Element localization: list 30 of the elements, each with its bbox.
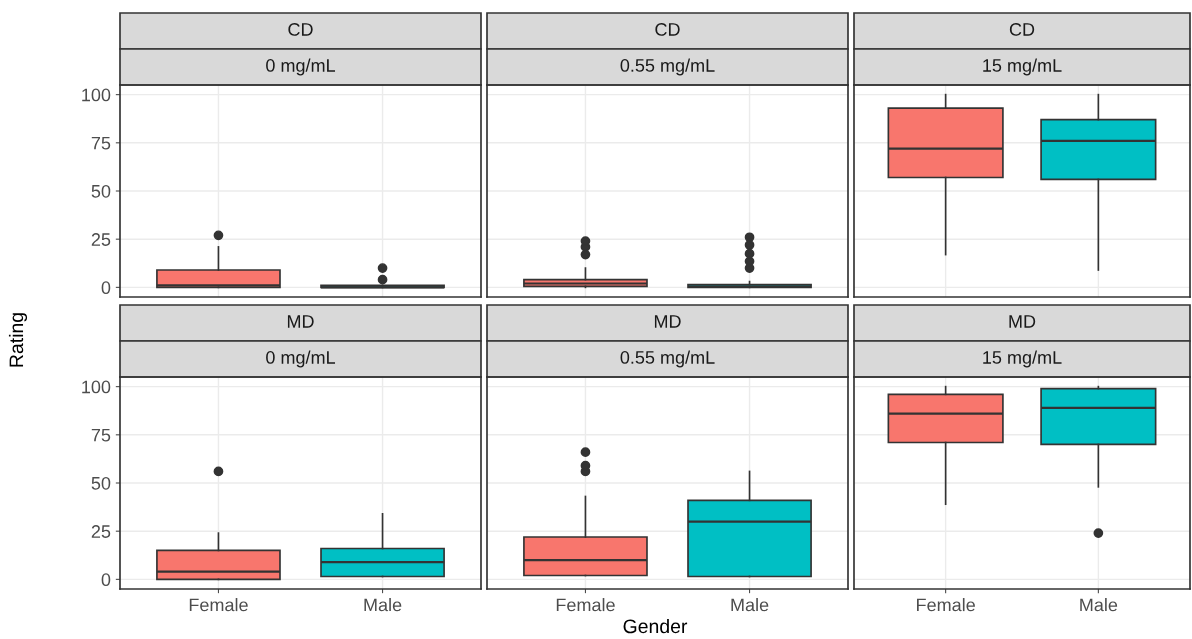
chart-title: CD <box>288 23 313 36</box>
y-tick-label: 50 <box>91 184 111 198</box>
x-tick-label: Male <box>364 598 402 612</box>
chart-subtitle: 0.55 mg/mL <box>620 350 715 368</box>
y-tick-label: 100 <box>82 380 111 394</box>
x-tick-label: Male <box>1080 598 1118 612</box>
chart-subtitle: 0 mg/mL <box>266 350 336 368</box>
chart-subtitle: 15 mg/mL <box>983 58 1062 76</box>
chart-subtitle: 0 mg/mL <box>266 58 336 76</box>
y-tick-label: 25 <box>91 233 111 246</box>
x-tick-label: Male <box>731 598 769 612</box>
chart-title: CD <box>655 23 680 36</box>
y-axis-title: Rating <box>8 313 28 367</box>
x-tick-label: Female <box>917 598 975 612</box>
y-tick-label: 50 <box>91 476 111 490</box>
y-tick-label: 0 <box>101 573 111 587</box>
y-tick-label: 0 <box>101 281 111 295</box>
chart-title: CD <box>1009 23 1035 36</box>
chart-title: MD <box>1009 315 1036 328</box>
chart-subtitle: 0.55 mg/mL <box>620 58 715 76</box>
x-tick-label: Female <box>189 598 248 612</box>
x-axis-title: Gender <box>623 618 688 634</box>
y-tick-label: 75 <box>91 136 111 150</box>
chart-title: MD <box>287 315 314 328</box>
x-tick-label: Female <box>556 598 615 612</box>
chart-title: MD <box>654 315 681 328</box>
y-tick-label: 75 <box>91 428 111 442</box>
y-tick-label: 25 <box>91 525 111 538</box>
chart-subtitle: 15 mg/mL <box>983 350 1062 368</box>
y-tick-label: 100 <box>82 88 111 102</box>
